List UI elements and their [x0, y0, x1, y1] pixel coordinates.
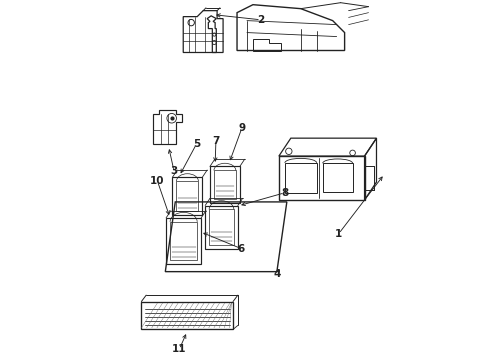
Text: 2: 2 [257, 15, 265, 25]
Text: 11: 11 [172, 345, 187, 354]
Text: 10: 10 [150, 176, 165, 186]
Text: 3: 3 [171, 166, 178, 176]
Text: 7: 7 [212, 136, 220, 146]
Text: 1: 1 [335, 229, 342, 239]
Text: 9: 9 [238, 123, 245, 133]
Text: 8: 8 [281, 188, 289, 198]
Text: 5: 5 [193, 139, 200, 149]
Text: 6: 6 [237, 243, 245, 253]
Text: 4: 4 [273, 269, 281, 279]
